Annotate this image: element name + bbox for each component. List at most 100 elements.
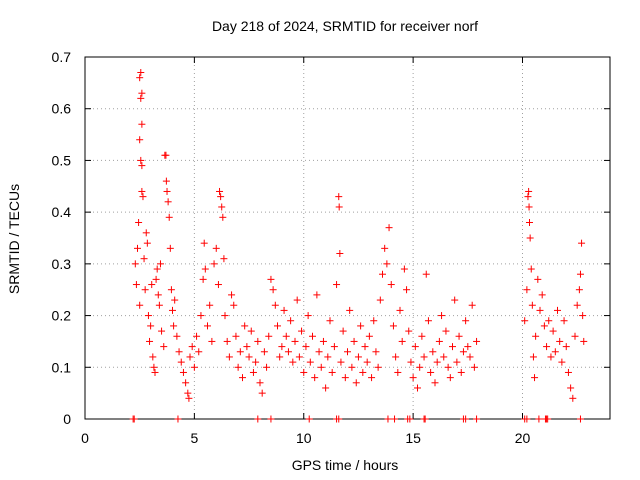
data-point (549, 327, 557, 335)
data-point (171, 296, 179, 304)
data-point (350, 337, 358, 345)
data-point (258, 389, 266, 397)
data-point (521, 317, 529, 325)
data-point (536, 306, 544, 314)
data-point (576, 270, 584, 278)
data-point (576, 415, 584, 423)
data-point (208, 337, 216, 345)
data-point (249, 368, 257, 376)
data-point (535, 415, 543, 423)
data-point (188, 343, 196, 351)
data-point (149, 353, 157, 361)
data-point (304, 312, 312, 320)
data-point (560, 317, 568, 325)
data-point (210, 260, 218, 268)
data-point (256, 379, 264, 387)
data-point (335, 193, 343, 201)
data-point (580, 337, 588, 345)
data-point (357, 322, 365, 330)
data-point (219, 213, 227, 221)
y-tick-label: 0.5 (52, 152, 72, 168)
data-point (300, 368, 308, 376)
data-point (344, 348, 351, 356)
data-point (182, 379, 190, 387)
data-point (384, 415, 392, 423)
data-point (400, 265, 408, 273)
data-point (564, 368, 572, 376)
data-point (162, 177, 170, 185)
data-point (405, 327, 413, 335)
data-point (223, 337, 231, 345)
data-point (328, 368, 336, 376)
data-point (473, 415, 481, 423)
data-point (146, 337, 154, 345)
data-point (354, 353, 362, 361)
data-point (232, 332, 240, 340)
data-point (136, 74, 144, 82)
data-point (389, 322, 397, 330)
data-point (556, 337, 564, 345)
data-point (473, 337, 481, 345)
data-point (132, 281, 140, 289)
data-point (302, 343, 310, 351)
data-point (166, 244, 174, 252)
data-point (407, 358, 415, 366)
data-point (239, 374, 246, 382)
data-point (440, 353, 448, 361)
data-point (392, 353, 400, 361)
data-point (206, 301, 214, 309)
data-point (287, 317, 295, 325)
data-point (462, 415, 470, 423)
data-point (409, 374, 417, 382)
data-point (326, 317, 334, 325)
data-point (579, 312, 587, 320)
data-point (562, 343, 570, 351)
data-point (529, 353, 537, 361)
data-point (276, 353, 284, 361)
data-point (526, 218, 533, 226)
data-point (271, 301, 279, 309)
data-point (551, 348, 559, 356)
data-point (134, 244, 141, 252)
data-point (230, 301, 238, 309)
data-point (130, 415, 138, 423)
data-point (453, 358, 461, 366)
data-point (138, 120, 146, 128)
data-point (319, 337, 327, 345)
data-point (267, 275, 275, 283)
data-point (175, 348, 183, 356)
data-point (254, 415, 262, 423)
data-point (336, 250, 344, 258)
data-point (214, 281, 222, 289)
data-point (341, 374, 349, 382)
data-point (528, 301, 536, 309)
data-point (538, 291, 546, 299)
data-point (267, 415, 275, 423)
data-point (142, 229, 150, 237)
data-point (333, 281, 341, 289)
data-point (578, 239, 586, 247)
y-axis-label: SRMTID / TECUs (6, 184, 22, 294)
data-point (309, 332, 316, 340)
x-tick-label: 10 (296, 430, 312, 446)
data-point (247, 327, 255, 335)
data-point (459, 348, 467, 356)
data-point (335, 415, 343, 423)
data-point (144, 312, 152, 320)
data-point (313, 291, 321, 299)
data-point (136, 301, 144, 309)
y-tick-label: 0.6 (52, 101, 72, 117)
data-point (352, 379, 360, 387)
data-point (540, 322, 548, 330)
data-point (263, 363, 271, 371)
data-point (525, 203, 533, 211)
data-point (156, 260, 164, 268)
data-point (396, 306, 404, 314)
data-point (137, 94, 145, 102)
data-point (155, 301, 163, 309)
data-point (464, 343, 472, 351)
data-point (523, 415, 531, 423)
data-point (547, 353, 555, 361)
data-point (466, 353, 474, 361)
